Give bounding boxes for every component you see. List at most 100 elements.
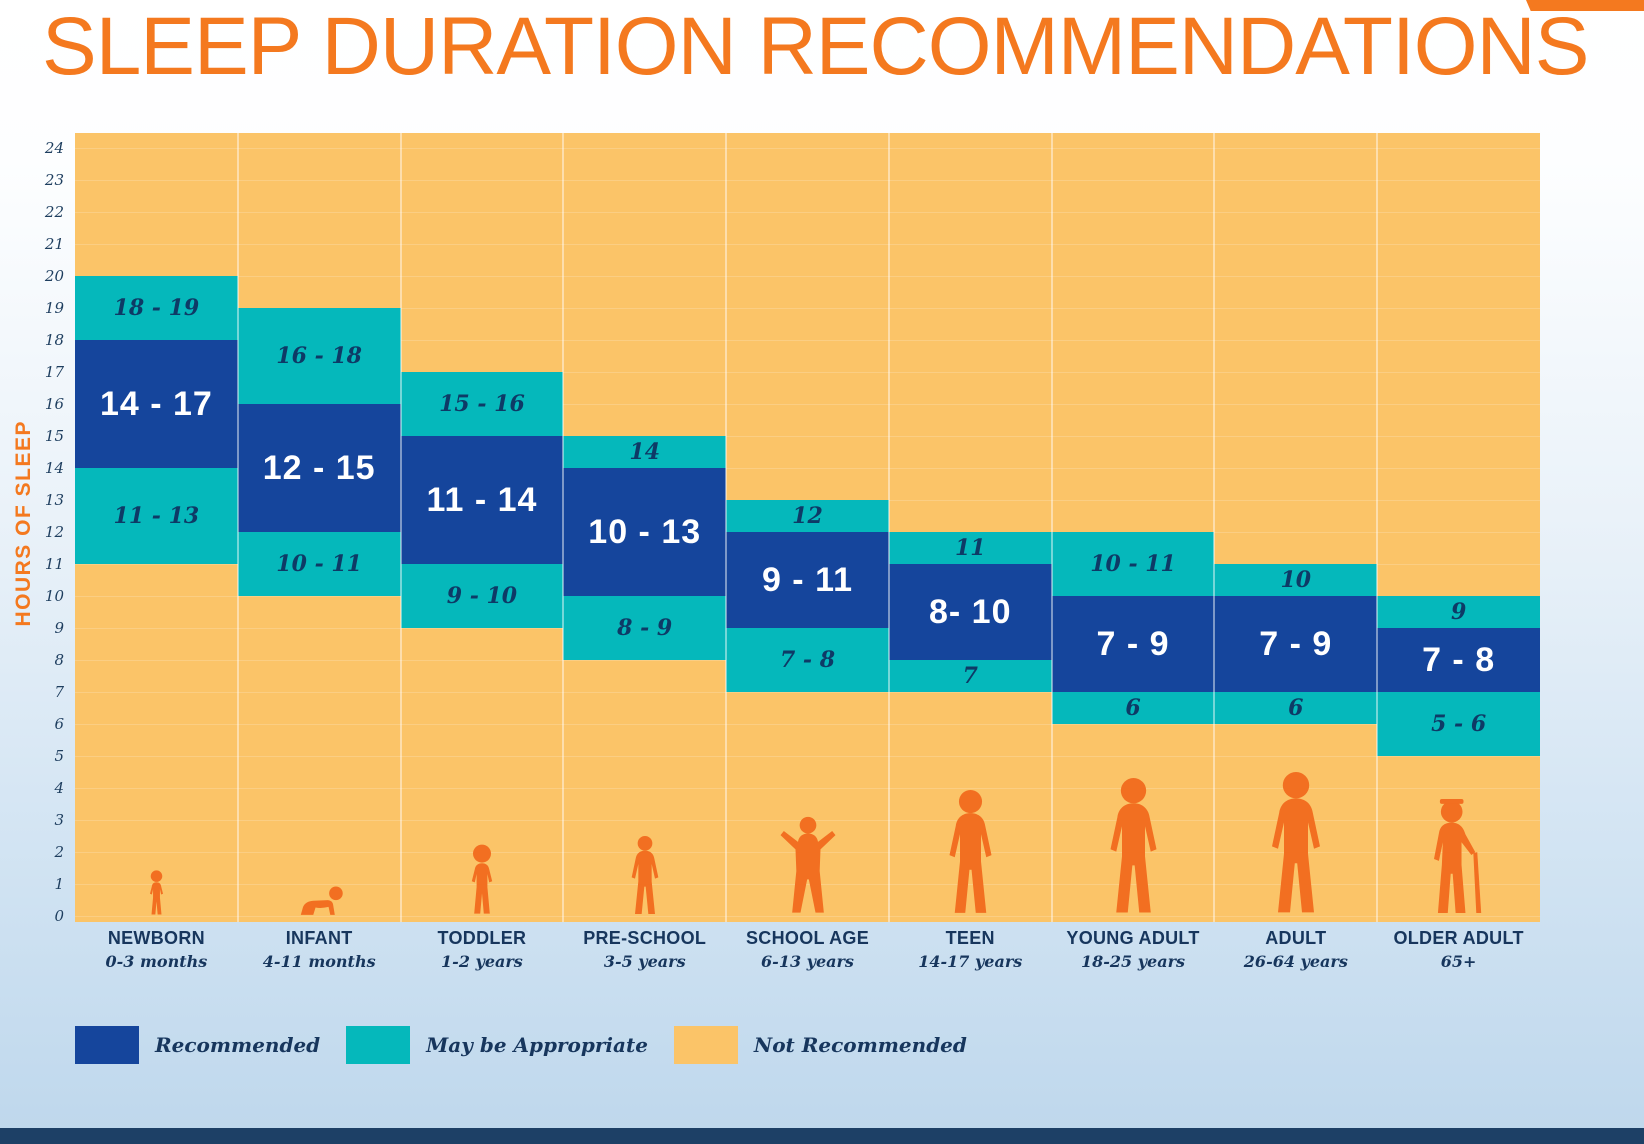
hour-gridline — [75, 916, 1540, 917]
legend-swatch-may-be-appropriate-icon — [346, 1026, 411, 1064]
group-label-8: OLDER ADULT 65+ — [1377, 928, 1540, 971]
y-tick-13: 13 — [44, 491, 64, 509]
older-adult-figure-icon — [1422, 798, 1495, 916]
column-gridline — [399, 133, 402, 922]
bar-1-may-high: 16 - 18 — [237, 308, 401, 404]
column-gridline — [887, 133, 890, 922]
bar-2-recommended-label: 11 - 14 — [426, 480, 538, 519]
group-label-3: PRE-SCHOOL 3-5 years — [563, 928, 726, 971]
kid-figure-icon — [777, 816, 839, 916]
bar-0-may-low: 11 - 13 — [75, 468, 238, 564]
bar-2-may-high-label: 15 - 16 — [439, 391, 525, 417]
hour-gridline — [75, 884, 1540, 885]
y-tick-2: 2 — [54, 843, 64, 861]
column-gridline — [1376, 133, 1379, 922]
bar-2-may-low: 9 - 10 — [400, 564, 564, 628]
group-age: 18-25 years — [1081, 952, 1186, 971]
bar-2-recommended: 11 - 14 — [400, 436, 564, 564]
bar-5-recommended: 8- 10 — [888, 564, 1052, 660]
bar-7-recommended-label: 7 - 9 — [1259, 624, 1333, 663]
y-tick-6: 6 — [54, 715, 64, 733]
y-tick-23: 23 — [44, 171, 64, 189]
bar-3-may-high-label: 14 — [629, 439, 661, 465]
bar-8-recommended-label: 7 - 8 — [1422, 640, 1496, 679]
hour-gridline — [75, 372, 1540, 373]
bar-6-may-low: 6 — [1051, 692, 1215, 724]
hour-gridline — [75, 724, 1540, 725]
bar-0-may-high-label: 18 - 19 — [113, 295, 200, 321]
bar-4-recommended: 9 - 11 — [726, 532, 889, 628]
bar-0-may-low-label: 11 - 13 — [113, 503, 200, 529]
bar-4-may-low-label: 7 - 8 — [779, 647, 836, 673]
bar-5-may-high: 11 — [888, 532, 1052, 564]
bar-2-may-low-label: 9 - 10 — [446, 583, 518, 609]
y-tick-18: 18 — [44, 331, 64, 349]
legend-label-recommended: Recommended — [155, 1033, 321, 1057]
hour-gridline — [75, 276, 1540, 277]
hour-gridline — [75, 468, 1540, 469]
group-name: NEWBORN — [107, 928, 205, 948]
bar-5-may-high-label: 11 — [954, 535, 986, 561]
toddler-figure-icon — [464, 844, 500, 916]
young-adult-figure-icon — [1099, 778, 1168, 916]
bar-0-recommended-label: 14 - 17 — [99, 384, 213, 423]
group-age: 65+ — [1440, 952, 1477, 971]
bar-2-may-high: 15 - 16 — [400, 372, 564, 436]
adult-figure-icon — [1260, 772, 1332, 916]
group-name: YOUNG ADULT — [1066, 928, 1200, 948]
legend: Recommended May be Appropriate Not Recom… — [75, 1026, 993, 1064]
y-tick-20: 20 — [44, 267, 64, 285]
y-tick-15: 15 — [44, 427, 64, 445]
bar-8-may-high-label: 9 — [1450, 599, 1467, 625]
hour-gridline — [75, 148, 1540, 149]
group-age: 1-2 years — [441, 952, 523, 971]
hour-gridline — [75, 436, 1540, 437]
hour-gridline — [75, 212, 1540, 213]
bar-3-recommended: 10 - 13 — [563, 468, 727, 596]
group-age: 0-3 months — [105, 952, 208, 971]
y-tick-7: 7 — [54, 683, 64, 701]
legend-item-recommended: Recommended — [75, 1026, 320, 1064]
hour-gridline — [75, 244, 1540, 245]
bar-7-may-high: 10 — [1214, 564, 1378, 596]
group-name: SCHOOL AGE — [745, 928, 869, 948]
y-tick-12: 12 — [44, 523, 64, 541]
column-gridline — [1050, 133, 1053, 922]
footer-bar — [0, 1128, 1644, 1144]
y-tick-4: 4 — [54, 779, 64, 797]
y-tick-11: 11 — [44, 555, 64, 573]
x-axis-group-labels: NEWBORN 0-3 months INFANT 4-11 months TODDLE… — [75, 928, 1540, 992]
bar-1-may-low-label: 10 - 11 — [276, 551, 362, 577]
group-label-0: NEWBORN 0-3 months — [75, 928, 238, 971]
y-tick-21: 21 — [44, 235, 64, 253]
bar-5-may-low-label: 7 — [962, 663, 978, 689]
group-name: ADULT — [1265, 928, 1327, 948]
bar-3-may-high: 14 — [563, 436, 727, 468]
chart-plot-area: 18 - 19 14 - 17 11 - 13 16 - 18 12 - 15 10 - … — [75, 133, 1540, 922]
hour-gridline — [75, 404, 1540, 405]
legend-swatch-recommended-icon — [75, 1026, 139, 1064]
bar-3-may-low: 8 - 9 — [563, 596, 727, 660]
group-name: OLDER ADULT — [1393, 928, 1524, 948]
group-name: PRE-SCHOOL — [583, 928, 707, 948]
child-figure-icon — [625, 836, 665, 916]
column-gridline — [236, 133, 239, 922]
y-tick-14: 14 — [44, 459, 64, 477]
y-tick-9: 9 — [54, 619, 64, 637]
group-label-4: SCHOOL AGE 6-13 years — [726, 928, 889, 971]
group-label-7: ADULT 26-64 years — [1214, 928, 1377, 971]
bar-1-may-high-label: 16 - 18 — [276, 343, 362, 369]
legend-item-may-be-appropriate: May be Appropriate — [346, 1026, 648, 1064]
column-gridline — [562, 133, 565, 922]
bar-0-may-high: 18 - 19 — [75, 276, 238, 340]
bar-8-may-high: 9 — [1377, 596, 1540, 628]
y-tick-3: 3 — [54, 811, 64, 829]
group-label-5: TEEN 14-17 years — [889, 928, 1052, 971]
bar-1-recommended-label: 12 - 15 — [262, 448, 376, 487]
group-age: 3-5 years — [603, 952, 686, 971]
y-tick-5: 5 — [54, 747, 64, 765]
teen-figure-icon — [939, 790, 1002, 916]
bar-6-may-high: 10 - 11 — [1051, 532, 1215, 596]
y-tick-24: 24 — [44, 139, 64, 157]
bar-7-may-high-label: 10 — [1280, 567, 1312, 593]
